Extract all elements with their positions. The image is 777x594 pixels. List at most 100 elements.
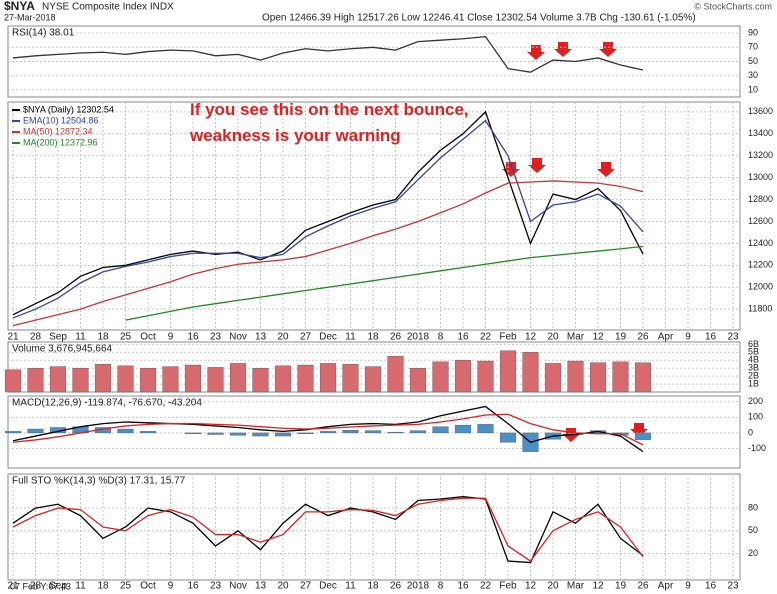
y-tick-label: 12800 — [748, 194, 773, 204]
x-tick-label: 25 — [120, 332, 132, 343]
x-tick-label: 26 — [637, 332, 649, 343]
bar — [94, 364, 112, 393]
x-tick-label: 18 — [367, 581, 379, 592]
y-tick-label: 12600 — [748, 216, 773, 226]
bar — [544, 363, 562, 393]
bar — [612, 361, 629, 393]
annotation: If you see this on the next bounce, — [190, 100, 469, 119]
x-tick-label: 9 — [685, 581, 691, 592]
bar — [252, 432, 269, 437]
y-tick-label: 30 — [748, 70, 758, 80]
x-tick-label: 18 — [97, 332, 109, 343]
legend-label: EMA(10) 12504.86 — [23, 115, 99, 125]
x-tick-label: Dec — [319, 581, 337, 592]
bar — [117, 365, 134, 393]
y-tick-label: 50 — [748, 525, 758, 535]
bar — [274, 432, 292, 437]
bar — [454, 360, 472, 393]
x-tick-label: 26 — [390, 581, 402, 592]
x-tick-label: 11 — [75, 332, 86, 343]
x-tick-label: 2018 — [407, 332, 430, 343]
y-tick-label: 0 — [748, 427, 753, 437]
x-tick-label: 22 — [480, 581, 492, 592]
y-tick-label: 5B — [748, 347, 759, 357]
bar — [477, 424, 494, 434]
x-tick-label: 12 — [592, 581, 604, 592]
y-tick-label: 6B — [748, 339, 759, 349]
x-tick-label: 18 — [97, 581, 109, 592]
x-tick-label: Oct — [140, 581, 156, 592]
footer: 07 Feb Y:67.43 — [10, 581, 71, 591]
bar — [387, 431, 404, 434]
bar — [139, 431, 157, 434]
x-tick-label: Sep — [49, 332, 67, 343]
x-tick-label: 13 — [255, 332, 267, 343]
panel-frame — [7, 101, 741, 331]
x-tick-label: 27 — [300, 581, 312, 592]
bar — [297, 432, 314, 434]
y-tick-label: -100 — [748, 443, 766, 453]
bar — [207, 432, 224, 435]
panel-frame — [7, 473, 741, 581]
x-tick-label: 16 — [187, 581, 199, 592]
bar — [432, 361, 449, 393]
bar — [72, 367, 89, 393]
bar — [454, 424, 472, 434]
legend-label: MA(200) 12372.96 — [23, 137, 98, 147]
x-tick-label: 8 — [438, 332, 444, 343]
x-tick-label: 23 — [210, 332, 222, 343]
panel-title: MACD(12,26,9) -119.874, -76.670, -43.204 — [12, 398, 202, 409]
y-tick-label: 13000 — [748, 172, 773, 182]
x-tick-label: 11 — [75, 581, 86, 592]
bar — [634, 432, 652, 440]
x-tick-label: 9 — [685, 332, 691, 343]
bar — [207, 367, 224, 393]
y-tick-label: 20 — [748, 548, 758, 558]
bar — [499, 350, 517, 393]
x-tick-label: Feb — [499, 332, 517, 343]
x-tick-label: 19 — [615, 581, 627, 592]
credit: © StockCharts.com — [694, 1, 772, 11]
bar — [274, 365, 292, 393]
bar — [589, 362, 607, 393]
bar — [49, 366, 67, 393]
legend-label: MA(50) 12872.34 — [23, 126, 93, 136]
y-tick-label: 12000 — [748, 282, 773, 292]
x-tick-label: Oct — [140, 332, 156, 343]
legend-label: $NYA (Daily) 12302.54 — [23, 104, 114, 114]
x-tick-label: 12 — [525, 332, 537, 343]
bar — [139, 367, 157, 393]
bar — [567, 360, 584, 393]
x-tick-label: Mar — [567, 332, 585, 343]
x-tick-label: 12 — [592, 332, 604, 343]
bar — [499, 432, 517, 443]
bar — [409, 367, 427, 393]
y-tick-label: 2B — [748, 371, 759, 381]
bar — [364, 366, 382, 393]
y-tick-label: 10 — [748, 84, 758, 94]
bar — [342, 364, 359, 393]
y-tick-label: 70 — [748, 42, 758, 52]
x-tick-label: Apr — [658, 581, 674, 592]
bar — [117, 428, 134, 434]
x-tick-label: Feb — [499, 581, 517, 592]
x-tick-label: 23 — [727, 581, 739, 592]
x-tick-label: 20 — [277, 581, 289, 592]
x-tick-label: 27 — [300, 332, 312, 343]
index-name: NYSE Composite Index INDX — [42, 2, 174, 13]
bar — [229, 432, 247, 436]
y-tick-label: 80 — [748, 502, 758, 512]
x-tick-label: 16 — [187, 332, 199, 343]
x-tick-label: 25 — [120, 581, 132, 592]
x-tick-label: 11 — [345, 332, 356, 343]
bar — [364, 430, 382, 434]
bar — [342, 430, 359, 434]
x-tick-label: 20 — [547, 581, 559, 592]
bar — [297, 364, 314, 393]
series-line — [12, 405, 644, 453]
x-tick-label: Mar — [567, 581, 585, 592]
series-line — [12, 413, 644, 446]
x-tick-label: Apr — [658, 332, 674, 343]
y-tick-label: 13600 — [748, 106, 773, 116]
